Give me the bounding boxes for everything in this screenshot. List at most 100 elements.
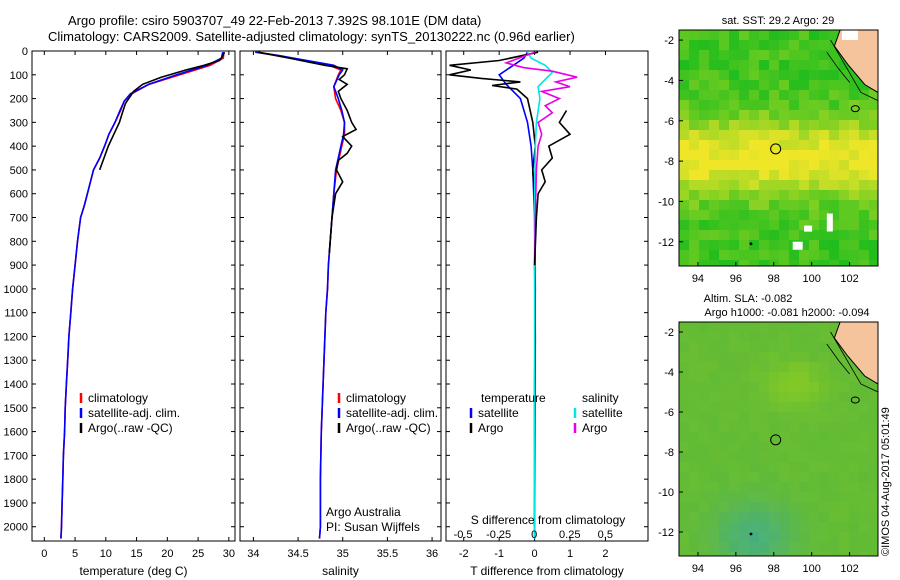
heatmap-cell [819,170,830,181]
heatmap-cell [739,512,750,523]
heatmap-cell [699,422,710,433]
heatmap-cell [699,170,710,181]
heatmap-cell [719,140,730,151]
plot-frame [239,50,442,542]
heatmap-cell [869,412,878,423]
heatmap-cell [739,402,750,413]
heatmap-cell [699,552,710,556]
heatmap-cell [789,230,800,241]
heatmap-cell [789,372,800,383]
heatmap-cell [719,542,730,553]
heatmap-cell [699,60,710,71]
heatmap-cell [769,230,780,241]
series-line-argo-salinity-diff [533,110,572,266]
heatmap-cell [719,230,730,241]
heatmap-cell [739,220,750,231]
heatmap-cell [689,332,700,343]
heatmap-cell [719,40,730,51]
heatmap-cell [719,502,730,513]
heatmap-cell [719,532,730,543]
heatmap-cell [699,150,710,161]
heatmap-cell [809,40,820,51]
heatmap-cell [739,422,750,433]
heatmap-cell [829,200,840,211]
heatmap-cell [729,482,740,493]
heatmap-cell [849,230,860,241]
heatmap-cell [739,60,750,71]
heatmap-cell [829,220,840,231]
heatmap-cell [679,472,690,483]
heatmap-cell [779,502,790,513]
heatmap-cell [799,250,810,261]
heatmap-cell [779,322,790,333]
heatmap-cell [809,60,820,71]
heatmap-cell [749,180,760,191]
island-outline [826,51,850,83]
y-tick-label: -6 [664,407,674,419]
heatmap-cell [759,492,770,503]
heatmap-cell [679,322,690,333]
heatmap-cell [679,30,690,41]
profile-panel-0: 0100200300400500600700800900100011001200… [4,46,236,578]
heatmap-cell [789,552,800,556]
heatmap-cell [839,190,850,201]
heatmap-cell [839,200,850,211]
heatmap-cell [869,120,878,131]
heatmap-cell [709,522,720,533]
heatmap-cell [739,240,750,251]
heatmap-cell [679,210,690,221]
heatmap-cell [679,512,690,523]
heatmap-cell [709,180,720,191]
y-tick-label: 800 [10,236,28,248]
heatmap-cell [769,482,780,493]
s-tick-label: 0.25 [559,529,580,541]
heatmap-cell [749,382,760,393]
heatmap-cell [739,130,750,141]
heatmap-cell [859,472,870,483]
heatmap-cell [799,60,810,71]
heatmap-cell [699,130,710,141]
heatmap-cell [679,40,690,51]
heatmap-cell [809,130,820,141]
heatmap-cell [799,260,810,266]
heatmap-cell [819,372,830,383]
heatmap-cell [859,402,870,413]
heatmap-cell [759,532,770,543]
heatmap-cell [869,150,878,161]
heatmap-cell [679,70,690,81]
heatmap-cell [769,342,780,353]
x-tick-label: 102 [840,563,858,575]
sla-field [679,322,878,556]
heatmap-cell [699,462,710,473]
heatmap-cell [759,402,770,413]
coastline [830,39,878,101]
heatmap-cell [699,342,710,353]
heatmap-cell [689,240,700,251]
heatmap-cell [829,442,840,453]
heatmap-cell [829,140,840,151]
heatmap-cell [749,80,760,91]
heatmap-cell [709,260,720,266]
heatmap-cell [679,502,690,513]
heatmap-cell [839,452,850,463]
legend-label: satellite [582,406,623,420]
heatmap-cell [769,522,780,533]
heatmap-cell [739,160,750,171]
heatmap-cell [749,150,760,161]
heatmap-cell [779,60,790,71]
heatmap-cell [699,200,710,211]
heatmap-cell [729,180,740,191]
heatmap-cell [799,352,810,363]
heatmap-cell [819,50,830,61]
heatmap-cell [789,40,800,51]
heatmap-cell [789,392,800,403]
heatmap-cell [769,60,780,71]
heatmap-cell [779,260,790,266]
heatmap-cell [799,70,810,81]
heatmap-cell [819,230,830,241]
x-tick-label: 25 [192,548,204,560]
heatmap-cell [739,332,750,343]
heatmap-cell [779,342,790,353]
heatmap-cell [699,180,710,191]
heatmap-cell [799,552,810,556]
